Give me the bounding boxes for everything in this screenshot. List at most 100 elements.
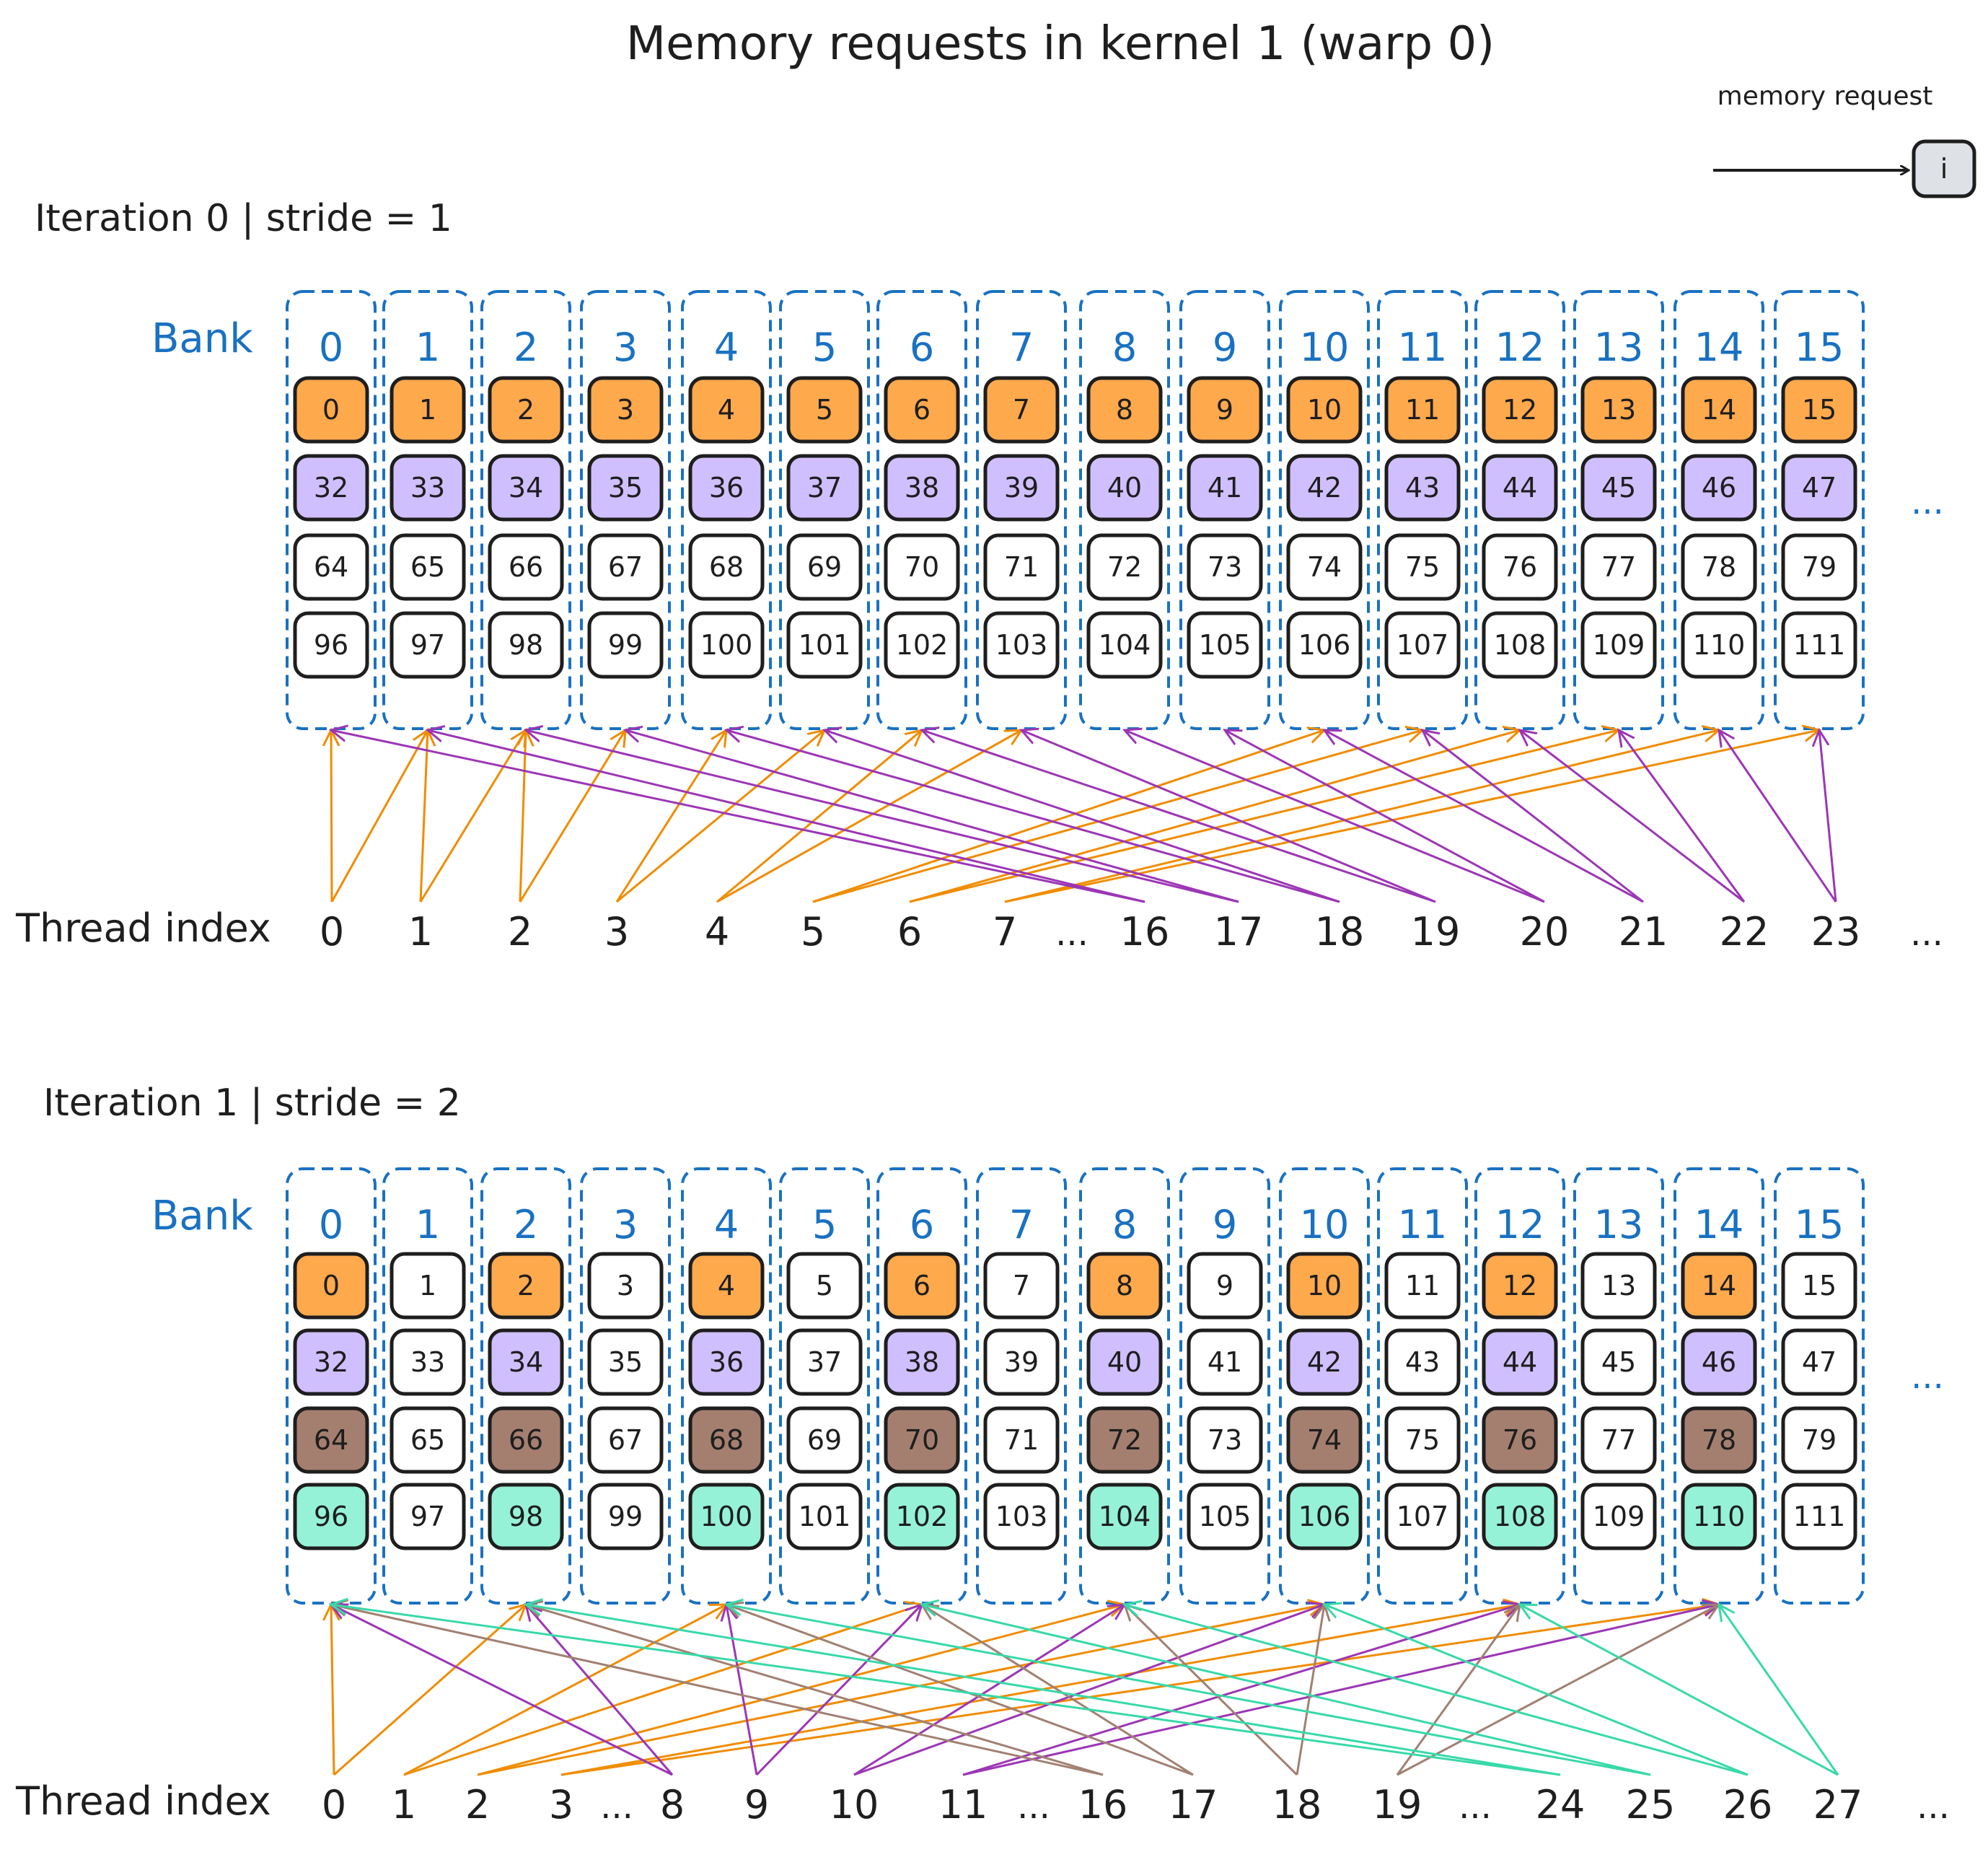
memory-cell-value: 100 <box>700 1501 753 1532</box>
memory-request-arrow <box>1324 730 1644 903</box>
bank-column <box>286 290 377 730</box>
memory-cell <box>983 454 1060 522</box>
thread-ellipsis: ... <box>1017 1786 1050 1827</box>
memory-cell <box>983 376 1060 444</box>
memory-request-arrow <box>1004 730 1819 903</box>
bank-column <box>1673 290 1764 730</box>
memory-cell-value: 9 <box>1216 1270 1233 1302</box>
thread-index: 1 <box>408 909 433 954</box>
memory-cell-value: 96 <box>314 1501 348 1532</box>
memory-cell-value: 36 <box>709 1346 744 1378</box>
memory-cell-value: 109 <box>1593 629 1645 661</box>
memory-cell-value: 104 <box>1099 1501 1151 1532</box>
memory-cell <box>1086 1328 1163 1396</box>
bank-number: 12 <box>1495 325 1545 370</box>
memory-cell <box>1482 1483 1558 1550</box>
memory-request-arrow <box>1125 1605 1298 1776</box>
memory-cell <box>688 533 765 601</box>
memory-cell-value: 96 <box>314 629 348 661</box>
memory-cell <box>1781 454 1857 522</box>
memory-cell-value: 38 <box>905 472 939 504</box>
memory-cell <box>884 1483 960 1550</box>
bank-number: 0 <box>319 1202 343 1247</box>
memory-cell <box>1482 533 1558 601</box>
memory-cell-value: 10 <box>1307 394 1342 426</box>
memory-cell-value: 65 <box>410 551 445 583</box>
memory-request-arrow <box>1397 1605 1719 1776</box>
memory-cell <box>1384 1483 1461 1550</box>
bank-number: 5 <box>812 1202 837 1247</box>
memory-cell <box>1580 533 1657 601</box>
memory-cell-value: 2 <box>517 1270 535 1302</box>
memory-cell-value: 69 <box>807 1424 842 1456</box>
thread-index: 23 <box>1811 909 1861 954</box>
memory-cell-value: 68 <box>709 1424 744 1456</box>
bank-number: 7 <box>1009 1202 1034 1247</box>
bank-column <box>1573 290 1664 730</box>
thread-ellipsis: ... <box>600 1786 633 1827</box>
memory-cell <box>688 454 765 522</box>
memory-cell-value: 111 <box>1793 1501 1846 1532</box>
bank-column <box>480 290 571 730</box>
memory-cell-value: 38 <box>905 1346 939 1378</box>
memory-request-arrow <box>1396 1605 1520 1776</box>
memory-cell-value: 72 <box>1107 551 1142 583</box>
bank-number: 4 <box>714 325 739 370</box>
memory-request-arrow <box>1520 1605 1839 1776</box>
memory-request-arrow <box>477 1605 1125 1776</box>
memory-cell <box>1187 1483 1263 1550</box>
thread-index: 3 <box>549 1782 573 1827</box>
memory-request-arrow <box>330 730 428 903</box>
memory-cell <box>1187 533 1263 601</box>
memory-cell <box>1482 1252 1558 1320</box>
memory-cell-value: 78 <box>1702 1424 1736 1456</box>
memory-request-arrow <box>726 1605 758 1776</box>
memory-cell-value: 45 <box>1601 1346 1636 1378</box>
memory-cell <box>1187 454 1263 522</box>
memory-cell-value: 3 <box>617 394 634 426</box>
memory-cell <box>488 611 564 679</box>
memory-cell-value: 5 <box>816 394 833 426</box>
memory-cell <box>1482 1328 1558 1396</box>
bank-number: 7 <box>1009 325 1034 370</box>
memory-cell <box>1286 454 1363 522</box>
memory-cell-value: 8 <box>1116 1270 1133 1302</box>
bank-number: 6 <box>910 325 934 370</box>
legend-box-text: i <box>1940 153 1948 185</box>
memory-cell <box>293 611 369 679</box>
memory-request-arrow <box>853 1605 1324 1776</box>
memory-request-arrow <box>1719 730 1837 903</box>
memory-cell-value: 11 <box>1405 1270 1440 1302</box>
memory-cell-value: 45 <box>1601 472 1636 504</box>
memory-request-arrow <box>526 1605 1561 1776</box>
memory-cell-value: 68 <box>709 551 744 583</box>
memory-cell-value: 99 <box>608 629 643 661</box>
thread-index: 11 <box>938 1782 988 1827</box>
memory-cell-value: 1 <box>419 394 436 426</box>
memory-cell-value: 35 <box>608 472 643 504</box>
memory-cell-value: 97 <box>410 629 445 661</box>
memory-cell <box>688 376 765 444</box>
memory-cell-value: 15 <box>1802 1270 1837 1302</box>
memory-cell-value: 11 <box>1405 394 1440 426</box>
memory-cell <box>1681 533 1757 601</box>
memory-cell-value: 105 <box>1199 1501 1252 1532</box>
bank-number: 4 <box>714 1202 739 1247</box>
memory-cell <box>1086 611 1163 679</box>
memory-cell-value: 104 <box>1099 629 1151 661</box>
bank-label: Bank <box>151 1193 253 1239</box>
memory-cell-value: 79 <box>1802 551 1837 583</box>
memory-request-arrow <box>428 730 1145 903</box>
memory-cell <box>1781 376 1857 444</box>
more-banks-ellipsis: ... <box>1911 482 1944 522</box>
memory-cell <box>1286 611 1363 679</box>
memory-cell-value: 66 <box>509 1424 543 1456</box>
memory-cell-value: 100 <box>700 629 753 661</box>
memory-cell <box>1681 454 1757 522</box>
iteration-label: Iteration 0 | stride = 1 <box>35 197 452 240</box>
memory-request-arrow <box>333 1605 526 1776</box>
memory-cell-value: 14 <box>1702 1270 1736 1302</box>
memory-cell <box>293 1483 369 1550</box>
memory-cell <box>293 454 369 522</box>
